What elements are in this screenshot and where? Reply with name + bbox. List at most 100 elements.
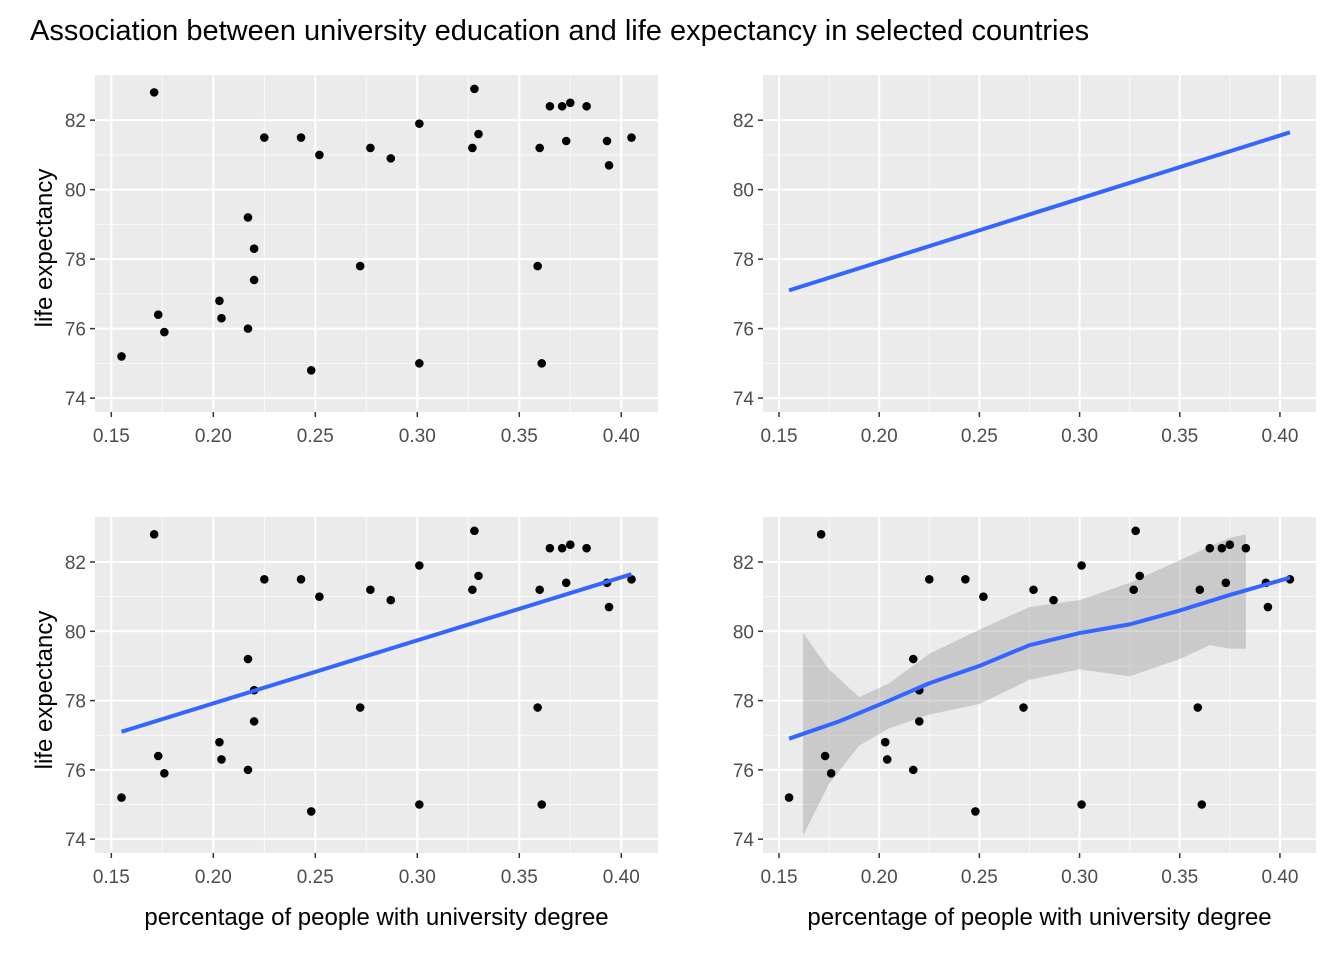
top-right-x-tick-label: 0.30 (1061, 426, 1098, 447)
top-left-data-point (545, 101, 555, 111)
top-right-y-tick-label: 82 (733, 111, 754, 132)
bottom-left-data-point (260, 575, 269, 584)
bottom-right-data-point (1193, 703, 1203, 712)
bottom-left-data-point (474, 571, 483, 581)
bottom-left-data-point (415, 800, 424, 809)
bottom-right-data-point (1195, 585, 1205, 595)
figure-title: Association between university education… (30, 15, 1089, 47)
bottom-left-data-point (243, 654, 253, 664)
top-left-background (95, 75, 658, 412)
top-left-data-point (474, 129, 483, 139)
bottom-left-x-tick-label: 0.15 (93, 867, 130, 888)
top-left-data-point (537, 359, 547, 368)
top-left-x-tick-label: 0.15 (93, 426, 130, 447)
top-left-data-point (249, 275, 259, 285)
top-left-data-point (260, 133, 269, 142)
bottom-left-data-point (153, 751, 163, 761)
bottom-left-data-point (537, 800, 547, 809)
top-left-x-tick-label: 0.20 (195, 426, 232, 447)
top-left-data-point (366, 143, 375, 153)
bottom-left-data-point (557, 543, 567, 553)
top-right-y-tick-label: 74 (733, 389, 755, 410)
top-left-data-point (602, 136, 612, 146)
bottom-right-y-tick-label: 82 (733, 553, 754, 574)
bottom-right-x-tick-label: 0.15 (761, 867, 798, 888)
bottom-left-x-tick-label: 0.40 (603, 867, 640, 888)
bottom-left-data-point (217, 755, 226, 764)
bottom-left-data-point (117, 793, 126, 802)
bottom-right-x-tick-label: 0.30 (1061, 867, 1098, 888)
top-left-data-point (386, 154, 396, 163)
bottom-left-x-tick-label: 0.35 (501, 867, 538, 888)
bottom-left-data-point (249, 717, 259, 726)
top-left-y-tick-label: 80 (65, 181, 86, 202)
bottom-left-data-point (627, 575, 636, 584)
top-left-data-point (533, 261, 542, 271)
bottom-left-x-tick-label: 0.20 (195, 867, 232, 888)
bottom-right-smooth-line (788, 575, 1291, 741)
top-left-data-point (160, 327, 169, 337)
bottom-right-y-tick-label: 80 (733, 622, 754, 643)
bottom-right-data-point (908, 654, 918, 664)
top-left-y-axis-title: life expectancy (31, 169, 58, 328)
top-left-x-tick-label: 0.30 (399, 426, 436, 447)
bottom-right-data-point (914, 717, 924, 726)
top-left-data-point (306, 366, 316, 375)
top-left-x-tick-label: 0.40 (603, 426, 640, 447)
bottom-right-x-tick-label: 0.20 (861, 867, 898, 888)
bottom-right-data-point (1129, 585, 1138, 595)
bottom-right-data-point (1049, 595, 1058, 605)
panels-group: 0.15 0.20 0.25 0.30 0.35 0.40 74 76 78 80 82 life e… (31, 75, 1316, 931)
bottom-right-y-tick-label: 78 (733, 692, 754, 713)
bottom-right-confidence-band (803, 534, 1246, 836)
bottom-left-data-point (470, 526, 479, 536)
bottom-left-y-tick-label: 80 (65, 622, 86, 643)
top-left-data-point (217, 313, 226, 323)
bottom-right-data-point (908, 765, 918, 775)
bottom-left-data-point (533, 703, 542, 712)
top-left-data-point (604, 161, 614, 170)
top-right-y-tick-label: 78 (733, 250, 754, 271)
bottom-left-data-point (545, 543, 555, 553)
top-right-smooth-line (788, 130, 1291, 293)
bottom-right-data-point (1019, 703, 1028, 712)
top-left-x-tick-label: 0.25 (297, 426, 334, 447)
bottom-left-x-axis-title: percentage of people with university deg… (144, 904, 608, 931)
top-right-x-tick-label: 0.40 (1261, 426, 1298, 447)
bottom-left-data-point (604, 602, 614, 612)
bottom-right-data-point (816, 530, 826, 539)
top-left-data-point (468, 143, 477, 153)
bottom-left-x-tick-label: 0.25 (297, 867, 334, 888)
bottom-left-y-tick-label: 82 (65, 553, 86, 574)
top-left-data-point (557, 101, 567, 111)
bottom-left-data-point (386, 595, 396, 605)
bottom-right-data-point (1131, 526, 1140, 536)
bottom-left-data-point (315, 592, 324, 601)
bottom-right-data-point (961, 575, 970, 584)
bottom-left-background (95, 517, 658, 853)
bottom-right-background (763, 517, 1316, 853)
top-left-y-tick-label: 74 (65, 389, 87, 410)
bottom-right-data-point (1077, 561, 1086, 570)
bottom-left-data-point (306, 807, 316, 816)
top-right-background (763, 75, 1316, 412)
bottom-left-data-point (565, 540, 575, 550)
bottom-right-data-point (1241, 543, 1251, 553)
top-left-data-point (415, 119, 424, 128)
top-left-y-tick-label: 76 (65, 320, 86, 341)
top-right-x-tick-label: 0.35 (1161, 426, 1198, 447)
bottom-left-y-tick-label: 78 (65, 692, 86, 713)
bottom-right-data-point (1217, 543, 1227, 553)
bottom-left-data-point (149, 530, 159, 539)
top-left-data-point (249, 244, 259, 254)
top-left-data-point (243, 324, 253, 333)
bottom-right-data-point (1197, 800, 1207, 809)
top-left-x-tick-label: 0.35 (501, 426, 538, 447)
bottom-right-data-point (1221, 578, 1231, 588)
top-left-points (117, 84, 636, 375)
top-right-x-tick-label: 0.20 (861, 426, 898, 447)
top-left-data-point (565, 98, 575, 108)
top-right-panel: 0.15 0.20 0.25 0.30 0.35 0.40 74 76 78 80 82 (733, 75, 1316, 447)
bottom-left-data-point (215, 737, 224, 747)
